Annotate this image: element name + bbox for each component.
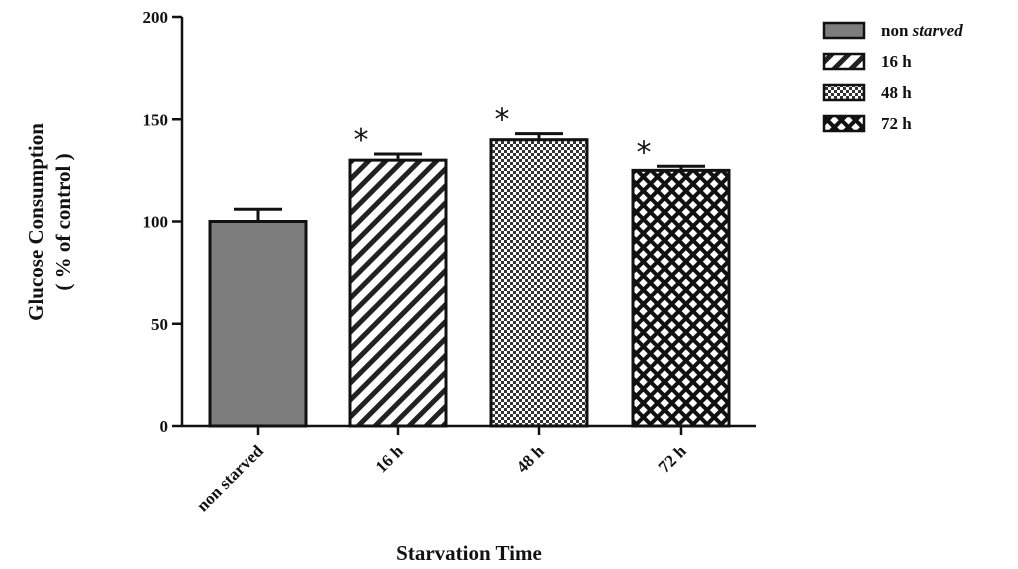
y-axis-ticks: 0 50 100 150 200: [143, 8, 182, 436]
legend-swatch: [822, 83, 866, 102]
bar: [631, 168, 731, 428]
x-tick-label: 72 h: [655, 441, 691, 477]
y-tick-label: 150: [143, 110, 169, 129]
legend-label: 72 h: [881, 114, 912, 133]
significance-marker: *: [637, 135, 652, 170]
y-tick-label: 0: [160, 417, 169, 436]
y-axis-title-line1: Glucose Consumption: [24, 123, 48, 321]
y-tick-label: 100: [143, 213, 169, 232]
x-tick-label: 48 h: [513, 441, 549, 477]
y-tick-label: 50: [151, 315, 168, 334]
legend-label: non starved: [881, 21, 963, 40]
x-axis-title: Starvation Time: [396, 541, 542, 565]
bar: [208, 220, 308, 428]
legend-swatch: [822, 114, 866, 133]
significance-marker: *: [354, 123, 369, 158]
x-axis-ticks: non starved 16 h 48 h 72 h: [193, 426, 690, 515]
bar: [348, 158, 448, 428]
legend-label: 48 h: [881, 83, 912, 102]
bar: [489, 138, 589, 428]
legend-swatch: [822, 21, 866, 40]
legend-label: 16 h: [881, 52, 912, 71]
legend-swatch: [822, 52, 866, 71]
x-tick-label: non starved: [193, 441, 267, 515]
y-axis-title-line2: ( % of control ): [51, 153, 75, 290]
bars-group: * * *: [208, 103, 731, 428]
y-tick-label: 200: [143, 8, 169, 27]
significance-marker: *: [495, 103, 510, 138]
x-tick-label: 16 h: [372, 441, 408, 477]
legend: non starved 16 h 48 h 72 h: [822, 21, 963, 133]
